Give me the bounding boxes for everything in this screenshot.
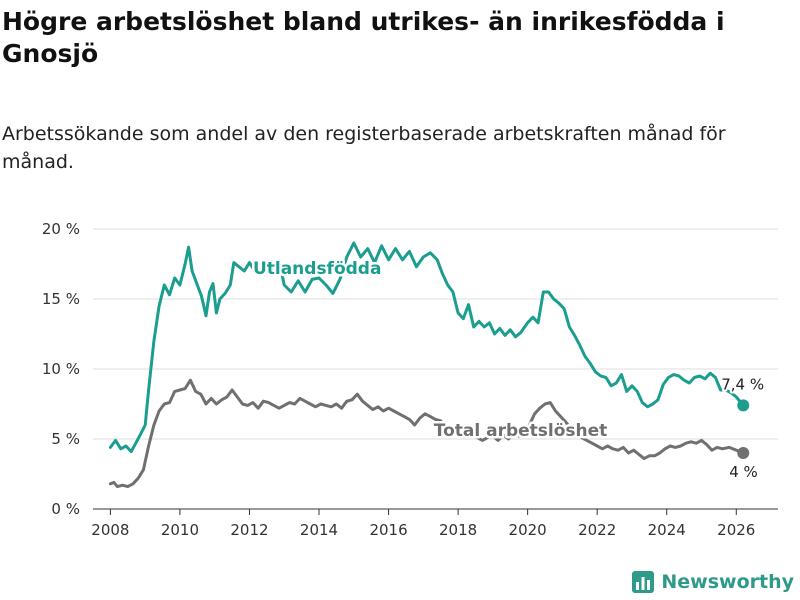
brand-name: Newsworthy	[661, 571, 794, 593]
x-tick-label: 2016	[369, 521, 407, 539]
end-markers: 7,4 % 4 %	[719, 373, 766, 483]
x-tick-label: 2010	[161, 521, 199, 539]
y-tick-label: 15 %	[42, 290, 80, 308]
end-point-marker	[737, 447, 750, 459]
x-tick-label: 2026	[717, 521, 755, 539]
y-axis-ticks: 0 % 5 % 10 % 15 % 20 %	[42, 220, 80, 518]
series-lines	[108, 241, 745, 489]
end-value-label: 7,4 %	[721, 375, 764, 393]
x-tick-label: 2008	[91, 521, 129, 539]
x-tick-label: 2022	[578, 521, 616, 539]
x-tick-label: 2024	[648, 521, 686, 539]
y-tick-label: 0 %	[51, 500, 80, 518]
x-tick-label: 2014	[300, 521, 338, 539]
y-tick-label: 20 %	[42, 220, 80, 238]
series-label: Utlandsfödda	[253, 259, 382, 279]
x-tick-label: 2012	[230, 521, 268, 539]
series-line	[108, 378, 745, 489]
chart-subtitle: Arbetssökande som andel av den registerb…	[2, 123, 726, 173]
gridlines	[93, 228, 778, 440]
y-tick-label: 5 %	[51, 430, 80, 448]
end-value-label: 4 %	[729, 463, 758, 481]
end-point-marker	[737, 399, 750, 412]
x-tick-label: 2018	[439, 521, 477, 539]
chart-title: Högre arbetslöshet bland utrikes- än inr…	[2, 7, 725, 68]
series-label: Total arbetslöshet	[434, 421, 608, 441]
y-tick-label: 10 %	[42, 360, 80, 378]
x-tick-label: 2020	[509, 521, 547, 539]
brand-logo: Newsworthy	[631, 570, 794, 594]
x-axis-ticks: 2008 2010 2012 2014 2016 2018 2020 2022 2024 2026	[91, 509, 755, 539]
bar-chart-logo-icon	[632, 571, 655, 593]
series-line	[108, 241, 745, 454]
series-labels: Utlandsfödda Total arbetslöshet	[250, 256, 609, 443]
